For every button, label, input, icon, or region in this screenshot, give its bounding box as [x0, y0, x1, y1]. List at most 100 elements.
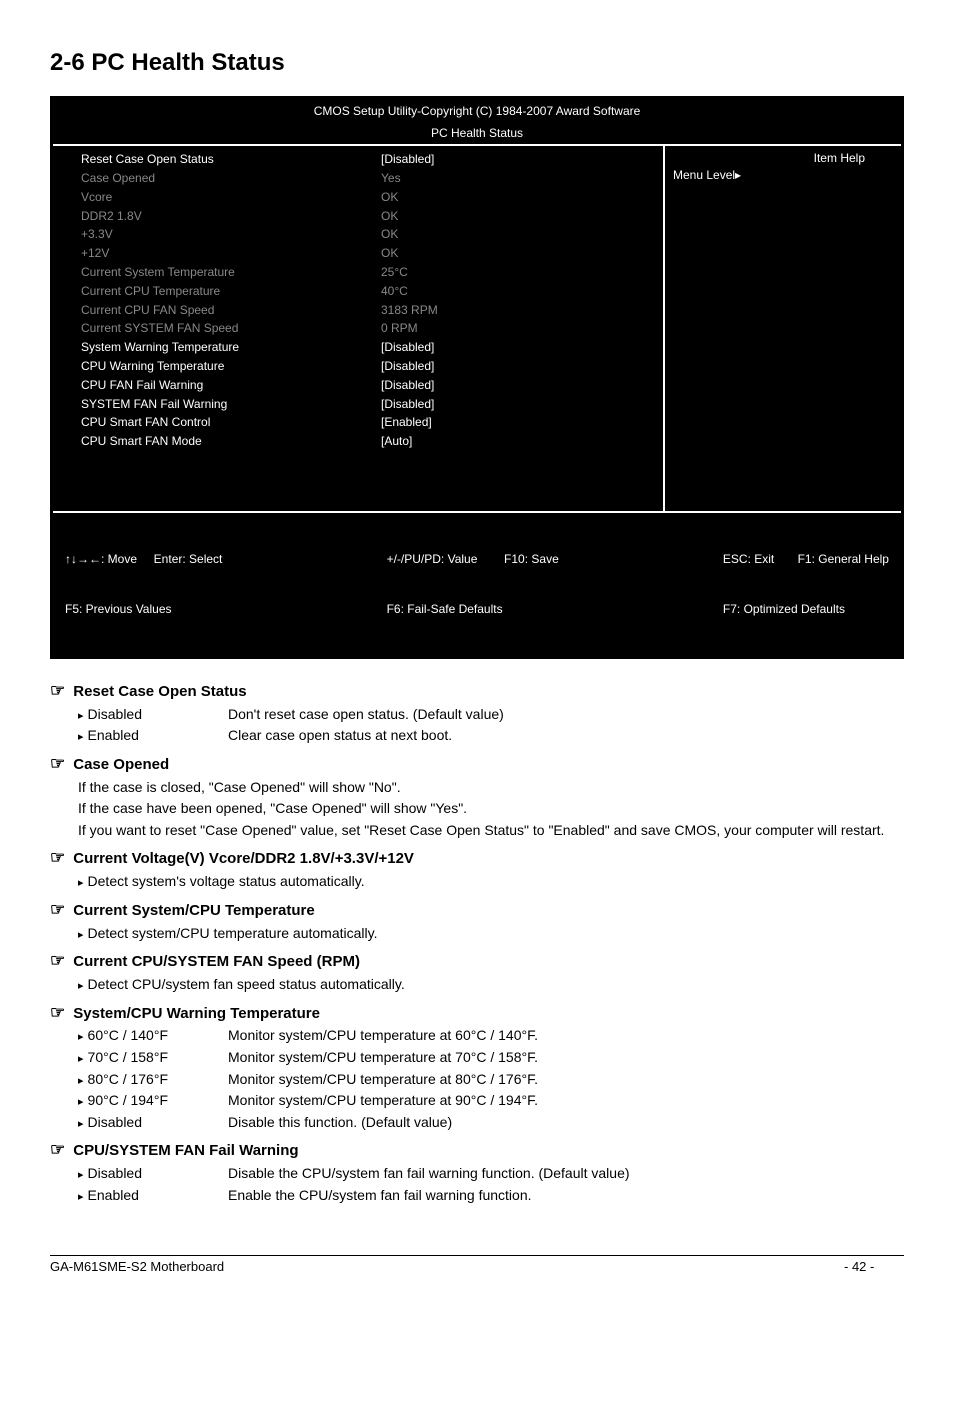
- bios-setting-value: OK: [381, 245, 663, 262]
- option-row: 70°C / 158°FMonitor system/CPU temperatu…: [50, 1048, 904, 1068]
- bios-setting-value: [Disabled]: [381, 377, 663, 394]
- bios-setting-row: Current SYSTEM FAN Speed0 RPM: [53, 319, 663, 338]
- option-key: Disabled: [78, 1113, 228, 1133]
- bios-setting-row: SYSTEM FAN Fail Warning[Disabled]: [53, 395, 663, 414]
- bios-setting-row: Current System Temperature25°C: [53, 263, 663, 282]
- bios-setting-row: CPU Warning Temperature[Disabled]: [53, 357, 663, 376]
- bios-setting-value: [Disabled]: [381, 358, 663, 375]
- bios-setting-value: [Disabled]: [381, 151, 663, 168]
- section-fan-fail: CPU/SYSTEM FAN Fail Warning: [50, 1138, 904, 1162]
- option-desc: Monitor system/CPU temperature at 60°C /…: [228, 1026, 904, 1046]
- bios-setting-row: +3.3VOK: [53, 225, 663, 244]
- option-desc: Monitor system/CPU temperature at 70°C /…: [228, 1048, 904, 1068]
- bios-setting-value: 0 RPM: [381, 320, 663, 337]
- bios-keys-f7: F7: Optimized Defaults: [723, 601, 889, 618]
- bios-keys-f5: F5: Previous Values: [65, 601, 222, 618]
- bios-setting-label: SYSTEM FAN Fail Warning: [53, 396, 381, 413]
- bios-setting-row: Reset Case Open Status[Disabled]: [53, 150, 663, 169]
- bios-setting-row: Current CPU Temperature40°C: [53, 282, 663, 301]
- desc-bullet: Detect system's voltage status automatic…: [50, 872, 904, 892]
- footer-page-number: - 42 -: [844, 1258, 904, 1276]
- bios-setting-value: OK: [381, 189, 663, 206]
- bios-help-header: Item Help: [673, 150, 893, 167]
- bios-setting-label: CPU Warning Temperature: [53, 358, 381, 375]
- option-desc: Disable this function. (Default value): [228, 1113, 904, 1133]
- bios-setting-label: Case Opened: [53, 170, 381, 187]
- option-row: EnabledEnable the CPU/system fan fail wa…: [50, 1186, 904, 1206]
- section-fan-speed: Current CPU/SYSTEM FAN Speed (RPM): [50, 949, 904, 973]
- bios-setting-label: Current CPU Temperature: [53, 283, 381, 300]
- bios-setting-row: Case OpenedYes: [53, 169, 663, 188]
- option-key: 80°C / 176°F: [78, 1070, 228, 1090]
- bios-setting-value: OK: [381, 208, 663, 225]
- option-key: Enabled: [78, 1186, 228, 1206]
- option-row: DisabledDon't reset case open status. (D…: [50, 705, 904, 725]
- bios-setting-label: Reset Case Open Status: [53, 151, 381, 168]
- bios-setting-label: CPU Smart FAN Mode: [53, 433, 381, 450]
- bios-menu-level: Menu Level▸: [673, 167, 893, 184]
- bios-setting-value: OK: [381, 226, 663, 243]
- option-row: 90°C / 194°FMonitor system/CPU temperatu…: [50, 1091, 904, 1111]
- section-reset-case: Reset Case Open Status: [50, 679, 904, 703]
- bios-setting-row: CPU Smart FAN Control[Enabled]: [53, 413, 663, 432]
- option-desc: Disable the CPU/system fan fail warning …: [228, 1164, 904, 1184]
- bios-screenshot: CMOS Setup Utility-Copyright (C) 1984-20…: [50, 96, 904, 659]
- option-key: Disabled: [78, 705, 228, 725]
- bios-setting-row: CPU FAN Fail Warning[Disabled]: [53, 376, 663, 395]
- bios-setting-value: [Enabled]: [381, 414, 663, 431]
- bios-keys-value: +/-/PU/PD: Value F10: Save: [387, 551, 559, 568]
- option-key: 70°C / 158°F: [78, 1048, 228, 1068]
- bios-keys-move: ↑↓→←: Move Enter: Select: [65, 551, 222, 568]
- page-title: 2-6 PC Health Status: [50, 46, 904, 80]
- bios-setting-value: [Disabled]: [381, 396, 663, 413]
- option-key: Disabled: [78, 1164, 228, 1184]
- bios-setting-row: CPU Smart FAN Mode[Auto]: [53, 432, 663, 451]
- bios-keys-f6: F6: Fail-Safe Defaults: [387, 601, 559, 618]
- bios-setting-label: System Warning Temperature: [53, 339, 381, 356]
- bios-setting-label: Current System Temperature: [53, 264, 381, 281]
- section-current-temp: Current System/CPU Temperature: [50, 898, 904, 922]
- desc-bullet: Detect system/CPU temperature automatica…: [50, 924, 904, 944]
- page-footer: GA-M61SME-S2 Motherboard - 42 -: [50, 1255, 904, 1276]
- bios-keys-esc: ESC: Exit F1: General Help: [723, 551, 889, 568]
- option-desc: Enable the CPU/system fan fail warning f…: [228, 1186, 904, 1206]
- bios-setting-row: +12VOK: [53, 244, 663, 263]
- bios-setting-label: +3.3V: [53, 226, 381, 243]
- bios-setting-label: Vcore: [53, 189, 381, 206]
- bios-setting-value: 40°C: [381, 283, 663, 300]
- bios-setting-value: [Disabled]: [381, 339, 663, 356]
- bios-setting-label: CPU FAN Fail Warning: [53, 377, 381, 394]
- section-current-voltage: Current Voltage(V) Vcore/DDR2 1.8V/+3.3V…: [50, 846, 904, 870]
- footer-product: GA-M61SME-S2 Motherboard: [50, 1258, 844, 1276]
- bios-title-1: CMOS Setup Utility-Copyright (C) 1984-20…: [53, 99, 901, 122]
- option-key: Enabled: [78, 726, 228, 746]
- bios-setting-row: DDR2 1.8VOK: [53, 207, 663, 226]
- option-row: DisabledDisable this function. (Default …: [50, 1113, 904, 1133]
- bios-settings-panel: Reset Case Open Status[Disabled]Case Ope…: [53, 146, 665, 511]
- bios-footer: ↑↓→←: Move Enter: Select F5: Previous Va…: [53, 513, 901, 655]
- desc-text: If the case have been opened, "Case Open…: [50, 799, 904, 819]
- bios-setting-value: Yes: [381, 170, 663, 187]
- option-key: 90°C / 194°F: [78, 1091, 228, 1111]
- option-desc: Monitor system/CPU temperature at 90°C /…: [228, 1091, 904, 1111]
- option-row: 60°C / 140°FMonitor system/CPU temperatu…: [50, 1026, 904, 1046]
- option-key: 60°C / 140°F: [78, 1026, 228, 1046]
- bios-setting-value: 25°C: [381, 264, 663, 281]
- option-desc: Monitor system/CPU temperature at 80°C /…: [228, 1070, 904, 1090]
- option-row: 80°C / 176°FMonitor system/CPU temperatu…: [50, 1070, 904, 1090]
- section-warning-temp: System/CPU Warning Temperature: [50, 1001, 904, 1025]
- option-desc: Clear case open status at next boot.: [228, 726, 904, 746]
- bios-setting-label: Current SYSTEM FAN Speed: [53, 320, 381, 337]
- desc-text: If the case is closed, "Case Opened" wil…: [50, 778, 904, 798]
- bios-setting-row: System Warning Temperature[Disabled]: [53, 338, 663, 357]
- bios-setting-label: +12V: [53, 245, 381, 262]
- bios-setting-label: Current CPU FAN Speed: [53, 302, 381, 319]
- bios-setting-row: Current CPU FAN Speed3183 RPM: [53, 301, 663, 320]
- section-case-opened: Case Opened: [50, 752, 904, 776]
- bios-setting-label: CPU Smart FAN Control: [53, 414, 381, 431]
- option-desc: Don't reset case open status. (Default v…: [228, 705, 904, 725]
- bios-help-panel: Item Help Menu Level▸: [665, 146, 901, 511]
- bios-setting-label: DDR2 1.8V: [53, 208, 381, 225]
- bios-setting-value: 3183 RPM: [381, 302, 663, 319]
- desc-text: If you want to reset "Case Opened" value…: [50, 821, 904, 841]
